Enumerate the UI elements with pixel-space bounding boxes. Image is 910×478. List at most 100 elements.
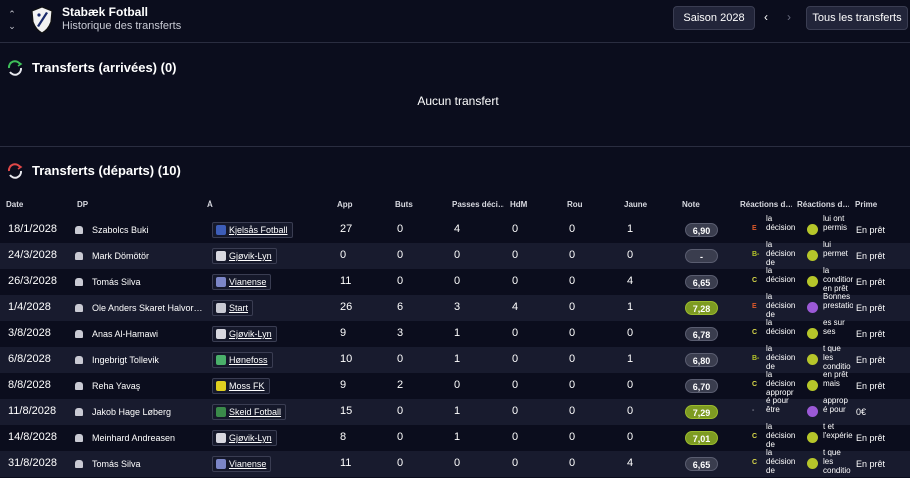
rating-badge: 7,28 bbox=[685, 301, 718, 315]
destination-club-link[interactable]: Kjelsås Fotball bbox=[212, 222, 293, 238]
table-row[interactable]: 14/8/2028 Meinhard Andreasen Gjøvik-Lyn 8 0 1… bbox=[0, 422, 910, 451]
fan-reaction-text: en prêt mais bbox=[823, 370, 848, 388]
board-reaction-text: la décision de bbox=[766, 448, 796, 475]
fan-reaction-face-icon bbox=[807, 328, 818, 339]
col-rou[interactable]: Rou bbox=[567, 200, 583, 209]
rating-badge: 7,29 bbox=[685, 405, 718, 419]
rating-badge: 7,01 bbox=[685, 431, 718, 445]
player-name[interactable]: Jakob Hage Løberg bbox=[92, 407, 172, 417]
transfer-date: 6/8/2028 bbox=[8, 353, 51, 365]
transfer-date: 26/3/2028 bbox=[8, 275, 57, 287]
all-transfers-button[interactable]: Tous les transferts bbox=[806, 6, 908, 30]
player-name[interactable]: Ingebrigt Tollevik bbox=[92, 355, 159, 365]
col-reactions-direction[interactable]: Réactions d… bbox=[740, 200, 792, 209]
col-jaune[interactable]: Jaune bbox=[624, 200, 648, 209]
cell-rou: 0 bbox=[569, 353, 576, 365]
cell-passes: 0 bbox=[454, 249, 461, 261]
fan-reaction-text: t et l'expérience bbox=[823, 422, 853, 440]
player-icon bbox=[75, 356, 83, 364]
table-row[interactable]: 24/3/2028 Mark Dömötör Gjøvik-Lyn 0 0 0 0 0 0 - B-… bbox=[0, 240, 910, 269]
board-reaction-text: la décision de bbox=[766, 240, 796, 267]
player-name[interactable]: Reha Yavaş bbox=[92, 381, 141, 391]
col-date[interactable]: Date bbox=[6, 200, 24, 209]
cell-hdm: 0 bbox=[512, 327, 519, 339]
cell-jaune: 0 bbox=[627, 431, 634, 443]
table-row[interactable]: 18/1/2028 Szabolcs Buki Kjelsås Fotball 27 0… bbox=[0, 214, 910, 243]
chevron-up-down-icon[interactable]: ⌃ ⌄ bbox=[8, 9, 16, 31]
club-name-text: Skeid Fotball bbox=[229, 407, 282, 417]
col-to[interactable]: À bbox=[207, 200, 213, 209]
col-passes[interactable]: Passes déci… bbox=[452, 200, 504, 209]
cell-app: 0 bbox=[340, 249, 347, 261]
cell-app: 8 bbox=[340, 431, 347, 443]
table-row[interactable]: 11/8/2028 Jakob Hage Løberg Skeid Fotball 1… bbox=[0, 396, 910, 425]
cell-rou: 0 bbox=[569, 327, 576, 339]
departures-icon bbox=[7, 163, 23, 179]
cell-prime: En prêt bbox=[856, 277, 886, 287]
rating-badge: 6,65 bbox=[685, 275, 718, 289]
rating-badge: 6,78 bbox=[685, 327, 718, 341]
table-row[interactable]: 6/8/2028 Ingebrigt Tollevik Hønefoss 10 0 1 0 0… bbox=[0, 344, 910, 373]
destination-club-link[interactable]: Gjøvik-Lyn bbox=[212, 430, 277, 446]
player-name[interactable]: Ole Anders Skaret Halvor… bbox=[92, 303, 203, 313]
board-reaction-grade: E bbox=[752, 303, 757, 310]
fan-reaction-text: es sur ses bbox=[823, 318, 845, 336]
cell-jaune: 1 bbox=[627, 223, 634, 235]
cell-jaune: 4 bbox=[627, 457, 634, 469]
player-icon bbox=[75, 330, 83, 338]
cell-buts: 0 bbox=[397, 353, 404, 365]
cell-rou: 0 bbox=[569, 275, 576, 287]
cell-passes: 4 bbox=[454, 223, 461, 235]
destination-club-link[interactable]: Vianense bbox=[212, 274, 272, 290]
cell-buts: 6 bbox=[397, 301, 404, 313]
cell-jaune: 0 bbox=[627, 327, 634, 339]
club-name-text: Vianense bbox=[229, 277, 267, 287]
col-note[interactable]: Note bbox=[682, 200, 700, 209]
cell-jaune: 0 bbox=[627, 249, 634, 261]
destination-club-link[interactable]: Vianense bbox=[212, 456, 272, 472]
club-name-text: Vianense bbox=[229, 459, 267, 469]
season-button[interactable]: Saison 2028 bbox=[673, 6, 755, 30]
col-app[interactable]: App bbox=[337, 200, 353, 209]
destination-club-link[interactable]: Moss FK bbox=[212, 378, 270, 394]
cell-buts: 0 bbox=[397, 249, 404, 261]
col-buts[interactable]: Buts bbox=[395, 200, 413, 209]
cell-buts: 0 bbox=[397, 223, 404, 235]
rating-badge: 6,80 bbox=[685, 353, 718, 367]
cell-passes: 1 bbox=[454, 353, 461, 365]
club-name-text: Moss FK bbox=[229, 381, 265, 391]
board-reaction-text: la décision de bbox=[766, 344, 796, 371]
player-name[interactable]: Meinhard Andreasen bbox=[92, 433, 176, 443]
destination-club-link[interactable]: Start bbox=[212, 300, 254, 316]
chevron-right-icon[interactable]: › bbox=[787, 10, 791, 24]
table-row[interactable]: 3/8/2028 Anas Al-Hamawi Gjøvik-Lyn 9 3 1 0 0 0 6,… bbox=[0, 318, 910, 347]
table-header: Date DP À App Buts Passes déci… HdM Rou … bbox=[0, 197, 910, 215]
player-name[interactable]: Mark Dömötör bbox=[92, 251, 150, 261]
player-name[interactable]: Tomás Silva bbox=[92, 277, 141, 287]
board-reaction-text: la décision de bbox=[766, 422, 796, 449]
board-reaction-grade: E bbox=[752, 225, 757, 232]
cell-rou: 0 bbox=[569, 431, 576, 443]
chevron-left-icon[interactable]: ‹ bbox=[764, 10, 768, 24]
col-reactions-fans[interactable]: Réactions d… bbox=[797, 200, 849, 209]
col-hdm[interactable]: HdM bbox=[510, 200, 528, 209]
col-dp[interactable]: DP bbox=[77, 200, 89, 209]
transfer-date: 18/1/2028 bbox=[8, 223, 57, 235]
cell-buts: 3 bbox=[397, 327, 404, 339]
table-row[interactable]: 31/8/2028 Tomás Silva Vianense 11 0 0 0 0 4 6,65 C… bbox=[0, 448, 910, 477]
player-name[interactable]: Tomás Silva bbox=[92, 459, 141, 469]
destination-club-link[interactable]: Gjøvik-Lyn bbox=[212, 326, 277, 342]
table-row[interactable]: 26/3/2028 Tomás Silva Vianense 11 0 0 0 0 4 6,65 C… bbox=[0, 266, 910, 295]
player-name[interactable]: Anas Al-Hamawi bbox=[92, 329, 159, 339]
cell-prime: En prêt bbox=[856, 329, 886, 339]
cell-prime: En prêt bbox=[856, 303, 886, 313]
destination-club-link[interactable]: Gjøvik-Lyn bbox=[212, 248, 277, 264]
player-name[interactable]: Szabolcs Buki bbox=[92, 225, 149, 235]
destination-club-link[interactable]: Skeid Fotball bbox=[212, 404, 287, 420]
col-prime[interactable]: Prime bbox=[855, 200, 878, 209]
cell-hdm: 0 bbox=[512, 431, 519, 443]
table-row[interactable]: 1/4/2028 Ole Anders Skaret Halvor… Start 26… bbox=[0, 292, 910, 321]
board-reaction-grade: C bbox=[752, 329, 758, 336]
destination-club-link[interactable]: Hønefoss bbox=[212, 352, 273, 368]
